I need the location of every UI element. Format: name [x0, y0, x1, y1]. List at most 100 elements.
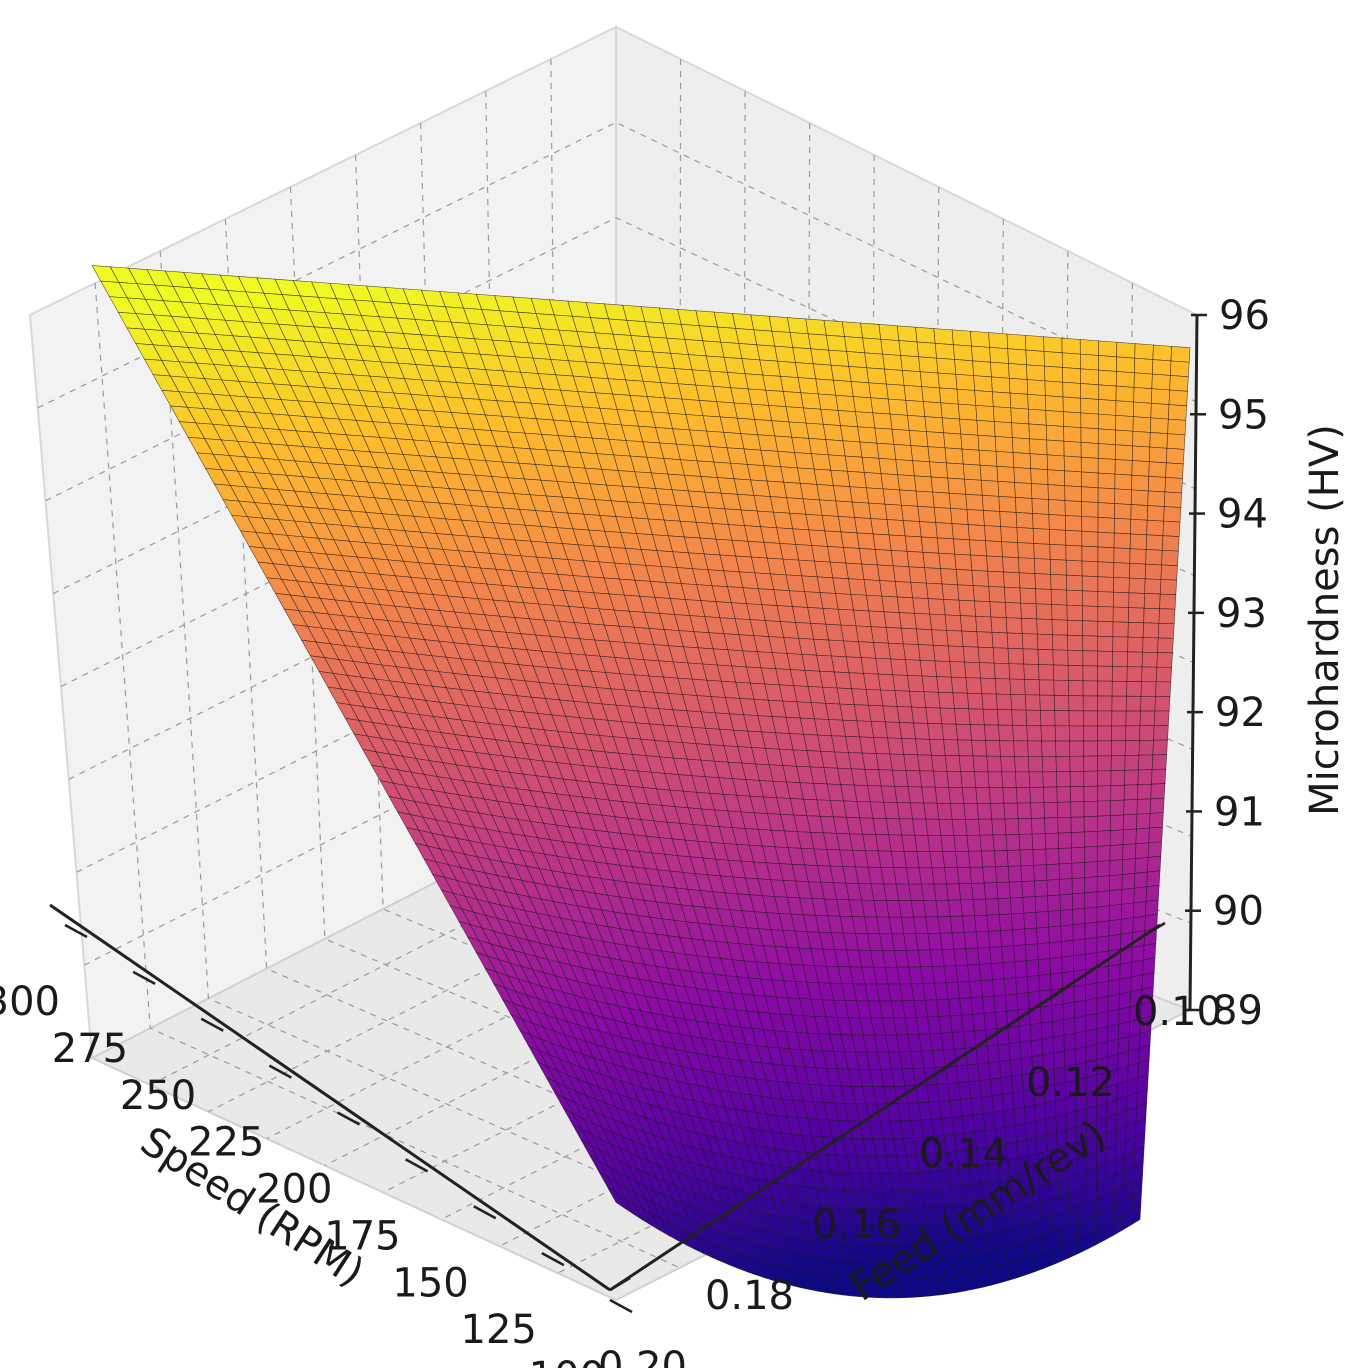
surface-cell [1054, 710, 1070, 727]
surface-cell [902, 370, 923, 387]
surface-cell [792, 347, 814, 365]
surface-cell [840, 624, 859, 642]
axes [49, 314, 1199, 1292]
surface-cell [868, 382, 889, 400]
surface-cell [959, 418, 979, 436]
surface-cell [924, 416, 944, 434]
surface-cell [901, 834, 918, 852]
x-tick-mark [268, 1064, 292, 1079]
surface-cell [791, 436, 812, 455]
surface-cell [934, 786, 951, 804]
surface-cell [1124, 740, 1140, 756]
surface-cell [872, 412, 893, 430]
surface-cell [829, 561, 849, 580]
surface-cell [931, 867, 947, 885]
surface-cell [1012, 725, 1028, 742]
surface-cell [878, 769, 896, 787]
surface-cell [817, 393, 839, 411]
surface-cell [1060, 1240, 1071, 1262]
surface-cell [1151, 768, 1167, 785]
surface-cell [1073, 953, 1086, 972]
surface-cell [948, 899, 963, 917]
surface-cell [910, 445, 930, 463]
surface-cell [914, 834, 931, 852]
surface-cell [1047, 484, 1066, 501]
surface-cell [986, 914, 1001, 932]
surface-cell [992, 406, 1012, 424]
surface-cell [1072, 892, 1086, 910]
surface-cell [1150, 417, 1169, 435]
surface-cell [945, 981, 960, 1000]
surface-cell [963, 931, 979, 950]
surface-cell [873, 642, 891, 660]
surface-cell [1114, 488, 1132, 505]
surface-cell [1022, 648, 1039, 665]
surface-cell [1000, 755, 1016, 773]
surface-cell [1097, 472, 1116, 490]
surface-cell [1048, 499, 1066, 516]
surface-cell [1019, 849, 1034, 867]
surface-cell [958, 883, 974, 901]
surface-cell [965, 947, 980, 966]
surface-cell [891, 428, 912, 446]
surface-cell [990, 962, 1005, 981]
surface-cell [887, 398, 908, 416]
surface-cell [830, 364, 852, 382]
surface-cell [1037, 649, 1054, 666]
surface-cell [1003, 802, 1019, 820]
surface-cell [1069, 755, 1085, 772]
x-tick-mark [336, 1111, 361, 1126]
surface-cell [977, 434, 997, 452]
surface-cell [1019, 587, 1037, 605]
x-tick-mark [473, 1205, 497, 1220]
surface-cell [1006, 333, 1027, 351]
surface-cell [848, 578, 867, 596]
surface-cell [747, 388, 770, 406]
surface-cell [927, 834, 944, 852]
surface-cell [1007, 1260, 1019, 1281]
surface-cell [927, 598, 946, 616]
surface-cell [1163, 506, 1182, 523]
surface-cell [914, 475, 933, 493]
surface-cell [876, 442, 897, 460]
z-axis-line [1188, 314, 1199, 1011]
surface-cell [991, 632, 1009, 649]
surface-cell [1150, 402, 1170, 420]
surface-cell [1142, 957, 1156, 976]
surface-cell [1107, 1023, 1120, 1043]
surface-cell [840, 425, 861, 443]
surface-cell [933, 507, 953, 524]
surface-cell [1068, 695, 1084, 712]
surface-cell [1037, 633, 1054, 651]
surface-cell [1050, 972, 1063, 991]
surface-cell [1044, 832, 1059, 850]
surface-cell [1025, 349, 1045, 367]
surface-cell [1142, 622, 1160, 639]
surface-cell [1011, 709, 1028, 726]
surface-cell [967, 692, 984, 710]
z-tick-label: 95 [1218, 392, 1269, 438]
surface-cell [886, 383, 907, 401]
surface-cell [1144, 563, 1162, 580]
surface-cell [1096, 860, 1111, 878]
surface-cell [941, 948, 957, 967]
surface-cell [1035, 603, 1053, 620]
surface-cell [1028, 423, 1048, 441]
surface-cell [1000, 1075, 1014, 1095]
surface-cell [906, 551, 926, 569]
surface-cell [923, 691, 941, 709]
surface-cell [1118, 1006, 1131, 1025]
surface-cell [1097, 695, 1113, 712]
surface-cell [1113, 562, 1131, 579]
surface-cell [921, 786, 938, 804]
surface-cell [1097, 665, 1113, 682]
surface-cell [1096, 890, 1110, 908]
surface-cell [1162, 520, 1181, 537]
surface-cell [884, 503, 904, 521]
surface-cell [1002, 961, 1017, 980]
surface-cell [896, 706, 914, 724]
surface-cell [897, 474, 917, 492]
surface-cell [1133, 387, 1153, 404]
surface-cell [959, 997, 974, 1016]
surface-cell [950, 802, 966, 820]
